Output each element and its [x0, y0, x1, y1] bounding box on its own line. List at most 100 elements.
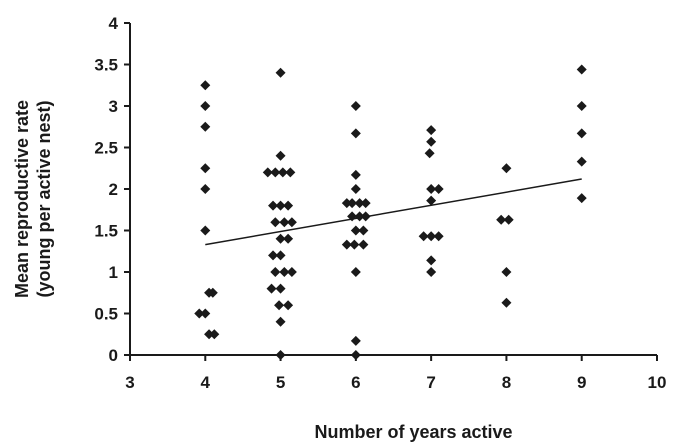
data-point — [283, 200, 294, 211]
data-point — [341, 198, 352, 209]
data-point — [350, 101, 361, 111]
data-point — [426, 255, 437, 266]
data-point — [200, 225, 211, 236]
data-point — [286, 217, 297, 228]
y-tick-label: 4 — [109, 14, 119, 33]
data-point — [274, 300, 285, 311]
data-point — [200, 308, 211, 319]
data-point — [270, 217, 281, 228]
data-point — [266, 283, 277, 294]
data-point — [350, 335, 361, 346]
data-point — [277, 167, 288, 178]
data-point — [200, 163, 211, 174]
data-point — [268, 250, 279, 261]
data-point — [275, 250, 286, 261]
y-tick-label: 2 — [109, 180, 118, 199]
data-point — [347, 198, 358, 209]
data-point — [426, 267, 437, 277]
data-point — [426, 231, 437, 242]
data-point — [426, 195, 437, 206]
data-point — [275, 200, 286, 211]
data-point — [576, 64, 587, 75]
data-point — [350, 225, 361, 236]
y-tick-label: 3 — [109, 97, 118, 116]
data-point — [501, 163, 512, 174]
data-point — [285, 167, 296, 178]
plot-area — [194, 64, 587, 360]
data-point — [279, 217, 290, 228]
data-point — [279, 267, 290, 277]
y-tick-label: 0 — [109, 346, 118, 365]
y-tick-label: 3.5 — [94, 56, 118, 75]
data-point — [576, 128, 587, 139]
y-axis-title-line-1: Mean reproductive rate — [12, 100, 32, 298]
data-point — [350, 128, 361, 139]
data-point — [207, 287, 218, 298]
data-point — [426, 184, 437, 194]
data-point — [270, 267, 281, 277]
data-point — [341, 239, 352, 250]
data-point — [418, 231, 429, 242]
data-point — [275, 283, 286, 294]
data-point — [433, 184, 444, 194]
data-point — [200, 121, 211, 132]
data-point — [501, 267, 512, 277]
ticks: 0 0.5 1 1.5 2 2.5 3 3.5 4 3 4 5 6 7 8 9 10 — [94, 14, 666, 392]
data-point — [350, 267, 361, 277]
data-point — [354, 198, 365, 209]
x-tick-label: 9 — [577, 373, 586, 392]
data-point — [286, 267, 297, 277]
data-point — [268, 200, 279, 211]
data-point — [350, 169, 361, 180]
x-tick-label: 4 — [201, 373, 211, 392]
data-point — [426, 136, 437, 147]
data-point — [283, 233, 294, 244]
data-point — [501, 297, 512, 308]
data-point — [200, 184, 211, 194]
data-point — [200, 101, 211, 111]
x-tick-label: 7 — [426, 373, 435, 392]
data-point — [360, 211, 371, 222]
data-point — [262, 167, 273, 178]
x-tick-label: 5 — [276, 373, 285, 392]
y-tick-label: 2.5 — [94, 139, 118, 158]
data-point — [347, 211, 358, 222]
data-point — [576, 101, 587, 111]
data-point — [275, 316, 286, 327]
data-point — [200, 80, 211, 91]
data-point — [350, 184, 361, 194]
data-point — [194, 308, 205, 319]
data-point — [283, 300, 294, 311]
data-point — [209, 329, 220, 340]
x-tick-label: 8 — [502, 373, 511, 392]
axis-titles: Number of years active Mean reproductive… — [12, 100, 513, 442]
data-point — [275, 233, 286, 244]
data-point — [496, 214, 507, 225]
x-tick-label: 10 — [648, 373, 667, 392]
x-tick-label: 6 — [351, 373, 360, 392]
y-axis-title-line-2: (young per active nest) — [34, 100, 54, 297]
x-tick-label: 3 — [125, 373, 134, 392]
data-point — [270, 167, 281, 178]
x-axis-title: Number of years active — [314, 422, 512, 442]
data-point — [204, 329, 215, 340]
data-point — [358, 225, 369, 236]
data-point — [576, 193, 587, 204]
trend-line — [205, 178, 582, 246]
data-point — [358, 239, 369, 250]
data-point — [433, 231, 444, 242]
y-tick-label: 1.5 — [94, 222, 118, 241]
y-tick-label: 1 — [109, 263, 118, 282]
data-point — [424, 148, 435, 159]
data-point — [360, 198, 371, 209]
data-point — [275, 150, 286, 161]
data-point — [503, 214, 514, 225]
data-point — [349, 239, 360, 250]
data-point — [275, 67, 286, 78]
data-point — [426, 125, 437, 136]
y-tick-label: 0.5 — [94, 305, 118, 324]
data-point — [354, 211, 365, 222]
data-point — [576, 156, 587, 167]
